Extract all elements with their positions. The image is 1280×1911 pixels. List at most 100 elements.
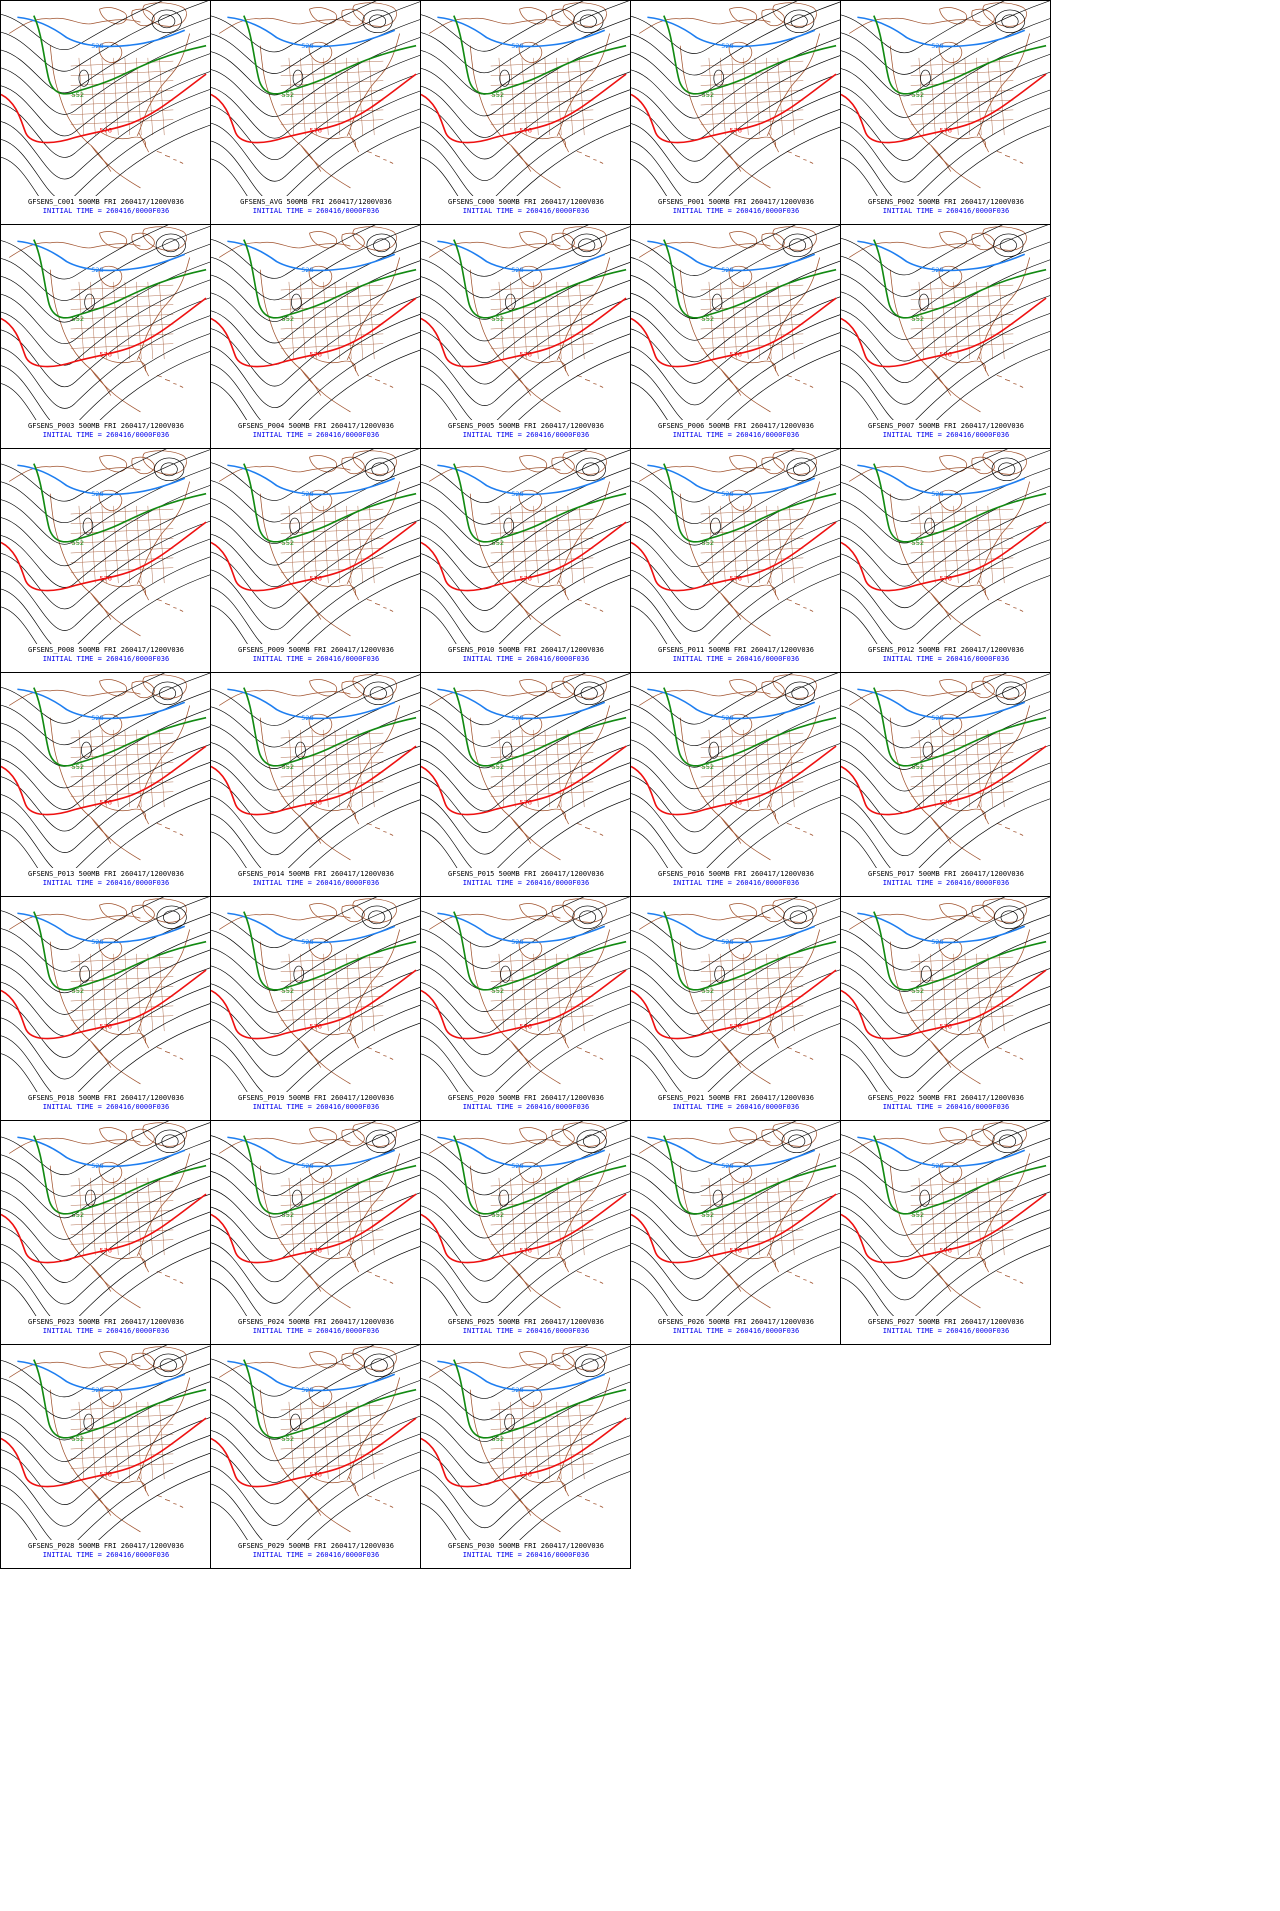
boundary-line [136,1177,142,1256]
boundary-line [490,557,594,563]
contour-528 [227,240,396,272]
coastline-segment [576,1046,604,1060]
contour-label-576: 576 [309,351,321,359]
coastline-segment [939,1127,968,1145]
panel-caption-title: GFSENS_P020 500MB FRI 260417/1200V036 [448,1094,604,1102]
contour-label-552: 552 [282,1435,294,1443]
coastline-segment [346,1377,401,1481]
boundary-line [490,538,594,544]
contour-line [631,1023,840,1092]
closed-low [162,238,180,253]
boundary-line [70,1229,174,1235]
boundary-line [280,1239,384,1245]
boundary-line [70,538,174,544]
coastline-segment [308,265,333,288]
closed-low [993,233,1024,258]
contour-line [421,539,630,633]
ensemble-member-panel: 528 552 576 GFSENS_AVG 500MB FRI 260417/120… [210,0,421,225]
boundary-line [910,99,1014,106]
boundary-line [288,57,295,136]
boundary-line [976,729,982,808]
contour-line [421,1345,589,1399]
boundary-line [288,281,295,360]
contour-line [1,1,163,50]
boundary-line [288,1401,295,1480]
boundary-line [101,953,108,1032]
contour-line [211,1469,420,1540]
contour-528 [227,688,396,720]
contour-line [1,897,210,972]
coastline-segment [156,1046,184,1060]
contour-line [421,315,630,406]
contour-576 [631,521,837,592]
contour-line [631,519,840,611]
contour-label-552: 552 [72,987,84,995]
contour-528 [17,912,186,944]
coastline-segment [996,1270,1024,1284]
contour-label-552: 552 [912,539,924,547]
coastline-segment [49,1389,112,1516]
boundary-line [700,1015,804,1021]
contour-line [211,763,420,856]
contour-line [211,90,420,182]
contour-552 [33,911,207,991]
closed-low [791,686,809,701]
boundary-line [910,1219,1014,1226]
contour-528 [857,240,1026,272]
coastline-segment [768,132,779,153]
boundary-line [280,781,384,787]
boundary-line [579,729,585,808]
contour-line [631,332,840,420]
contour-line [841,449,1050,522]
contour-line [421,1417,630,1507]
contour-line [631,37,840,119]
boundary-line [910,304,1014,310]
coastline-segment [556,1377,611,1481]
boundary-line [700,1219,804,1226]
contour-label-552: 552 [72,763,84,771]
contour-line [421,467,630,547]
contour-label-576: 576 [939,351,951,359]
contour-label-552: 552 [72,539,84,547]
contour-label-552: 552 [282,987,294,995]
coastline-segment [729,130,776,148]
contour-label-528: 528 [301,1386,313,1394]
closed-low [579,14,597,29]
boundary-line [490,109,594,115]
boundary-line [70,70,174,76]
boundary-line [280,732,384,739]
ensemble-member-panel: 528 552 576 GFSENS_P029 500MB FRI 260417/12… [210,1344,421,1569]
boundary-line [70,1414,174,1420]
boundary-line [910,1229,1014,1235]
coastline-segment [218,1137,351,1154]
contour-label-552: 552 [492,1211,504,1219]
boundary-line [70,966,174,972]
contour-line [421,297,630,385]
coastline-segment [469,1389,532,1516]
contour-label-528: 528 [301,938,313,946]
contour-552 [33,15,207,95]
contour-line [841,225,1003,276]
boundary-line [490,70,594,76]
contour-line [1,1140,210,1219]
coastline-segment [889,717,952,844]
contour-line [1,1247,210,1316]
boundary-line [521,729,528,808]
coastline-segment [889,269,952,396]
contour-label-528: 528 [721,490,733,498]
contour-line [1,1211,210,1305]
closed-low [994,9,1026,34]
boundary-line [280,1219,384,1226]
coastline-segment [982,1122,1027,1147]
boundary-line [70,1463,174,1469]
closed-low [289,517,300,535]
closed-low [504,1413,515,1431]
contour-label-552: 552 [912,91,924,99]
boundary-line [976,1177,982,1256]
coastline-segment [510,369,561,413]
coastline-segment [848,1137,981,1154]
panel-caption-title: GFSENS_P006 500MB FRI 260417/1200V036 [658,422,814,430]
coastline-segment [556,257,611,361]
boundary-line [533,57,539,136]
